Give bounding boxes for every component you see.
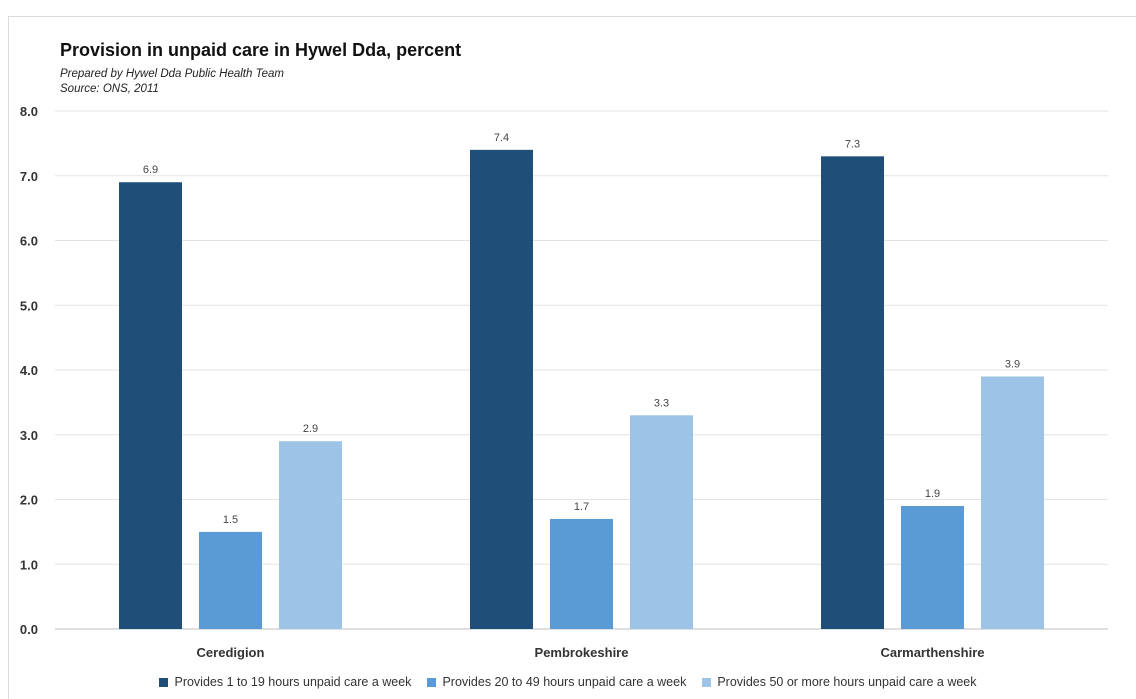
legend-item-series-3: Provides 50 or more hours unpaid care a … xyxy=(702,675,977,689)
y-tick-label: 8.0 xyxy=(20,104,38,119)
data-label: 3.9 xyxy=(1005,358,1020,370)
y-tick-label: 5.0 xyxy=(20,298,38,313)
bar xyxy=(279,441,342,629)
y-tick-label: 4.0 xyxy=(20,363,38,378)
y-tick-label: 7.0 xyxy=(20,169,38,184)
data-label: 3.3 xyxy=(654,397,669,409)
bar xyxy=(821,156,884,629)
chart-title: Provision in unpaid care in Hywel Dda, p… xyxy=(60,40,462,60)
chart-subtitle-prepared-by: Prepared by Hywel Dda Public Health Team xyxy=(60,68,284,80)
legend-item-series-2: Provides 20 to 49 hours unpaid care a we… xyxy=(427,675,686,689)
bar xyxy=(199,531,262,629)
data-label: 6.9 xyxy=(143,164,158,176)
y-tick-label: 2.0 xyxy=(20,493,38,508)
data-label: 2.9 xyxy=(303,423,318,435)
y-tick-label: 1.0 xyxy=(20,557,38,572)
y-tick-label: 3.0 xyxy=(20,428,38,443)
legend-swatch-series-1 xyxy=(159,677,169,687)
bar xyxy=(630,415,693,629)
y-tick-label: 6.0 xyxy=(20,234,38,249)
data-label: 1.9 xyxy=(925,488,940,500)
legend-item-series-1: Provides 1 to 19 hours unpaid care a wee… xyxy=(159,675,411,689)
legend-label-series-2: Provides 20 to 49 hours unpaid care a we… xyxy=(442,675,687,689)
chart-frame xyxy=(8,16,1136,699)
bar xyxy=(981,376,1044,629)
data-label: 1.7 xyxy=(574,501,589,513)
legend-label-series-3: Provides 50 or more hours unpaid care a … xyxy=(717,675,977,689)
bar xyxy=(901,505,964,629)
bar xyxy=(550,518,613,629)
bar xyxy=(470,149,533,629)
x-category-label: Ceredigion xyxy=(197,645,265,660)
data-label: 7.3 xyxy=(845,138,860,150)
legend-swatch-series-3 xyxy=(702,677,712,687)
x-category-label: Carmarthenshire xyxy=(880,645,984,660)
bar xyxy=(119,182,182,629)
data-label: 7.4 xyxy=(494,132,509,144)
legend-swatch-series-2 xyxy=(427,677,437,687)
chart-subtitle-source: Source: ONS, 2011 xyxy=(60,83,159,95)
data-label: 1.5 xyxy=(223,514,238,526)
legend-label-series-1: Provides 1 to 19 hours unpaid care a wee… xyxy=(174,675,412,689)
chart-legend: Provides 1 to 19 hours unpaid care a wee… xyxy=(0,675,1136,689)
y-tick-label: 0.0 xyxy=(20,622,38,637)
x-category-label: Pembrokeshire xyxy=(535,645,629,660)
